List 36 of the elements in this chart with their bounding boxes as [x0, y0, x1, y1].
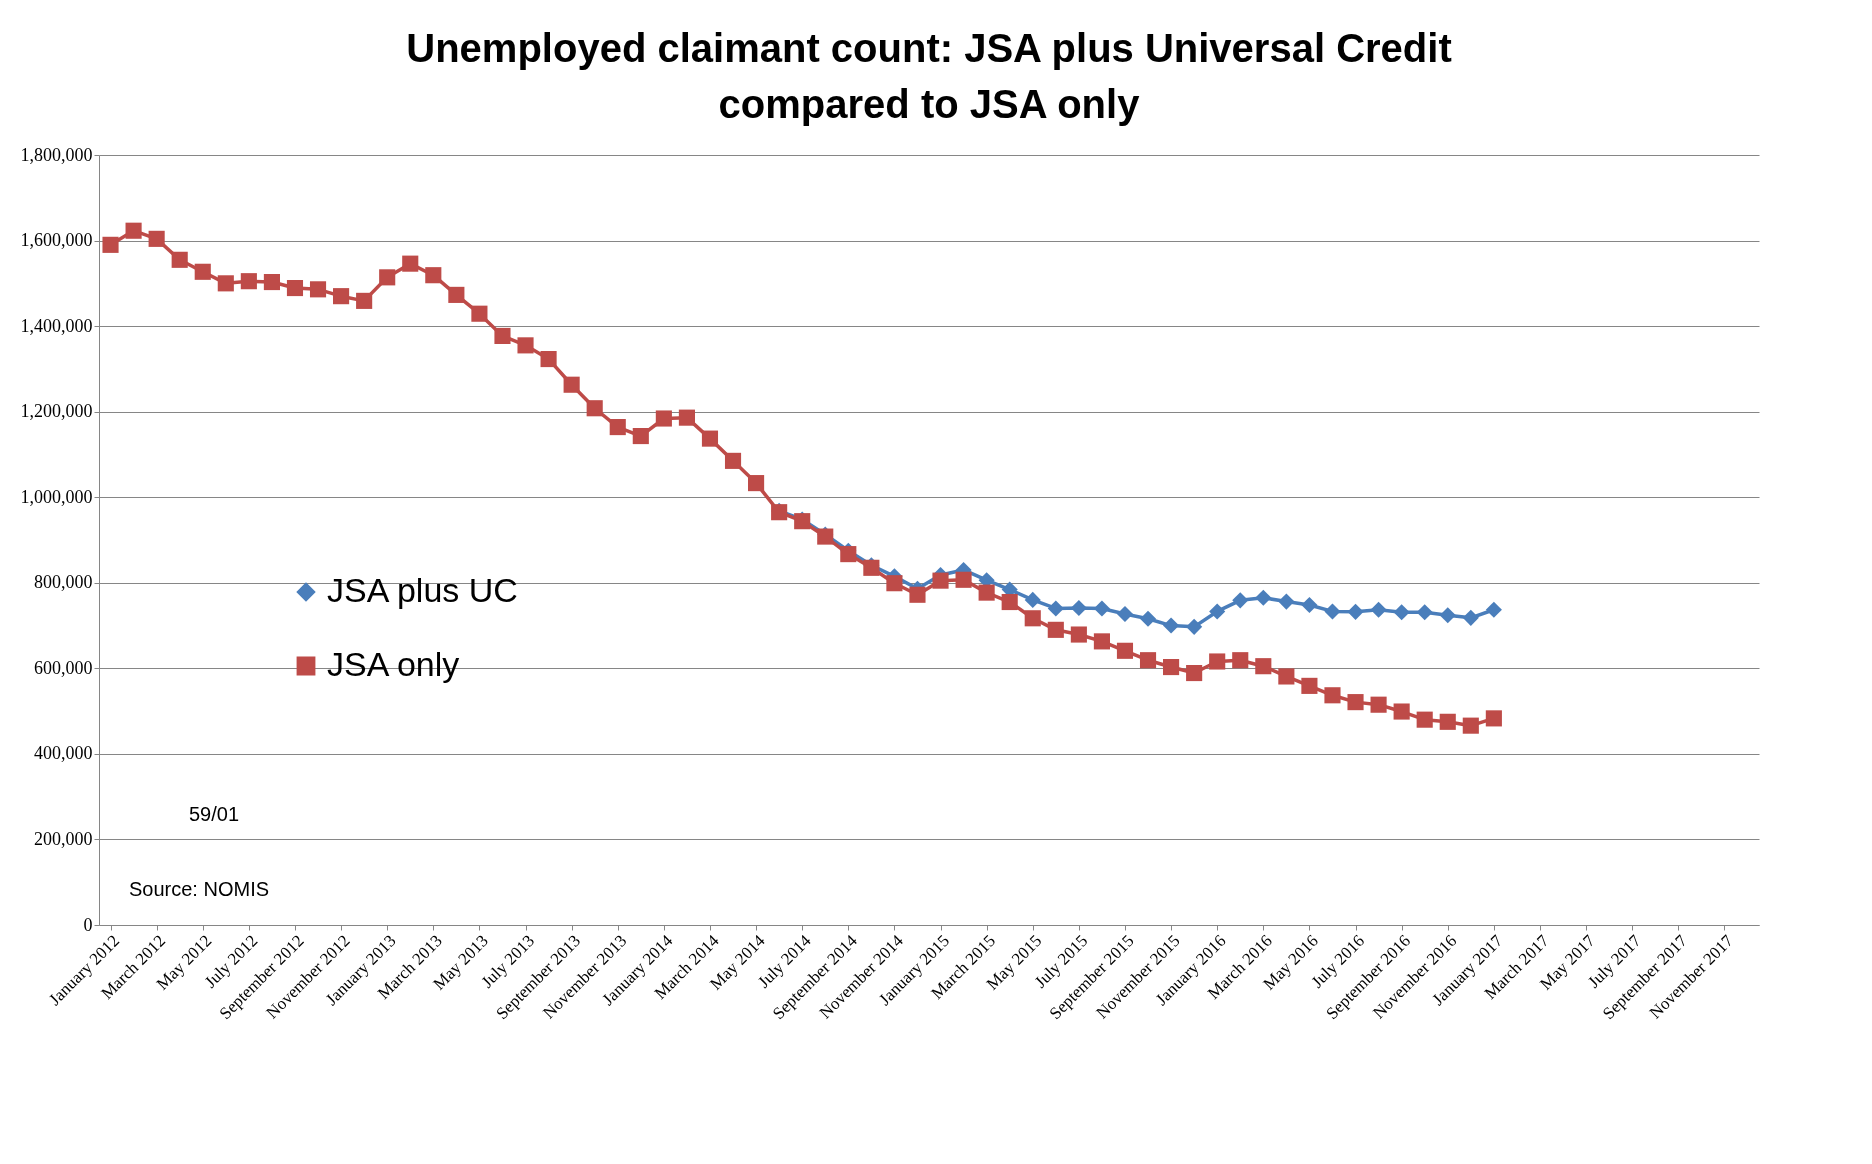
legend-label: JSA plus UC — [327, 571, 518, 609]
annotation: 59/01 — [189, 803, 240, 825]
point — [1393, 604, 1410, 621]
y-tick-label: 1,800,000 — [20, 144, 93, 165]
point — [1439, 607, 1456, 624]
point — [1462, 609, 1479, 626]
point — [1163, 617, 1180, 634]
point — [1324, 603, 1341, 620]
point — [1070, 599, 1087, 617]
point — [1024, 591, 1041, 608]
point — [1278, 593, 1295, 610]
y-tick-label: 800,000 — [34, 572, 93, 593]
point — [1416, 604, 1433, 621]
y-tick-label: 0 — [83, 914, 93, 935]
y-tick-label: 200,000 — [34, 828, 93, 849]
y-tick-label: 1,200,000 — [20, 401, 93, 422]
chart-title: Unemployed claimant count: JSA plus Universal Credit compared to JSA only — [406, 26, 1452, 126]
point — [1186, 618, 1203, 635]
point — [1485, 601, 1502, 618]
y-tick-label: 400,000 — [34, 743, 93, 764]
point — [1347, 603, 1364, 620]
legend-label: JSA only — [327, 645, 460, 683]
y-tick-label: 600,000 — [34, 657, 93, 678]
point — [1116, 605, 1134, 623]
y-tick-label: 1,400,000 — [20, 315, 93, 336]
annotation: Source: NOMIS — [129, 878, 270, 900]
point — [1232, 592, 1249, 609]
point — [1047, 600, 1064, 617]
point — [1093, 600, 1110, 617]
point — [1139, 610, 1157, 627]
point — [1255, 589, 1272, 606]
y-tick-label: 1,600,000 — [20, 230, 93, 251]
point — [1301, 596, 1318, 614]
point — [1370, 601, 1387, 618]
point — [1209, 603, 1226, 620]
y-tick-label: 1,000,000 — [20, 486, 93, 507]
